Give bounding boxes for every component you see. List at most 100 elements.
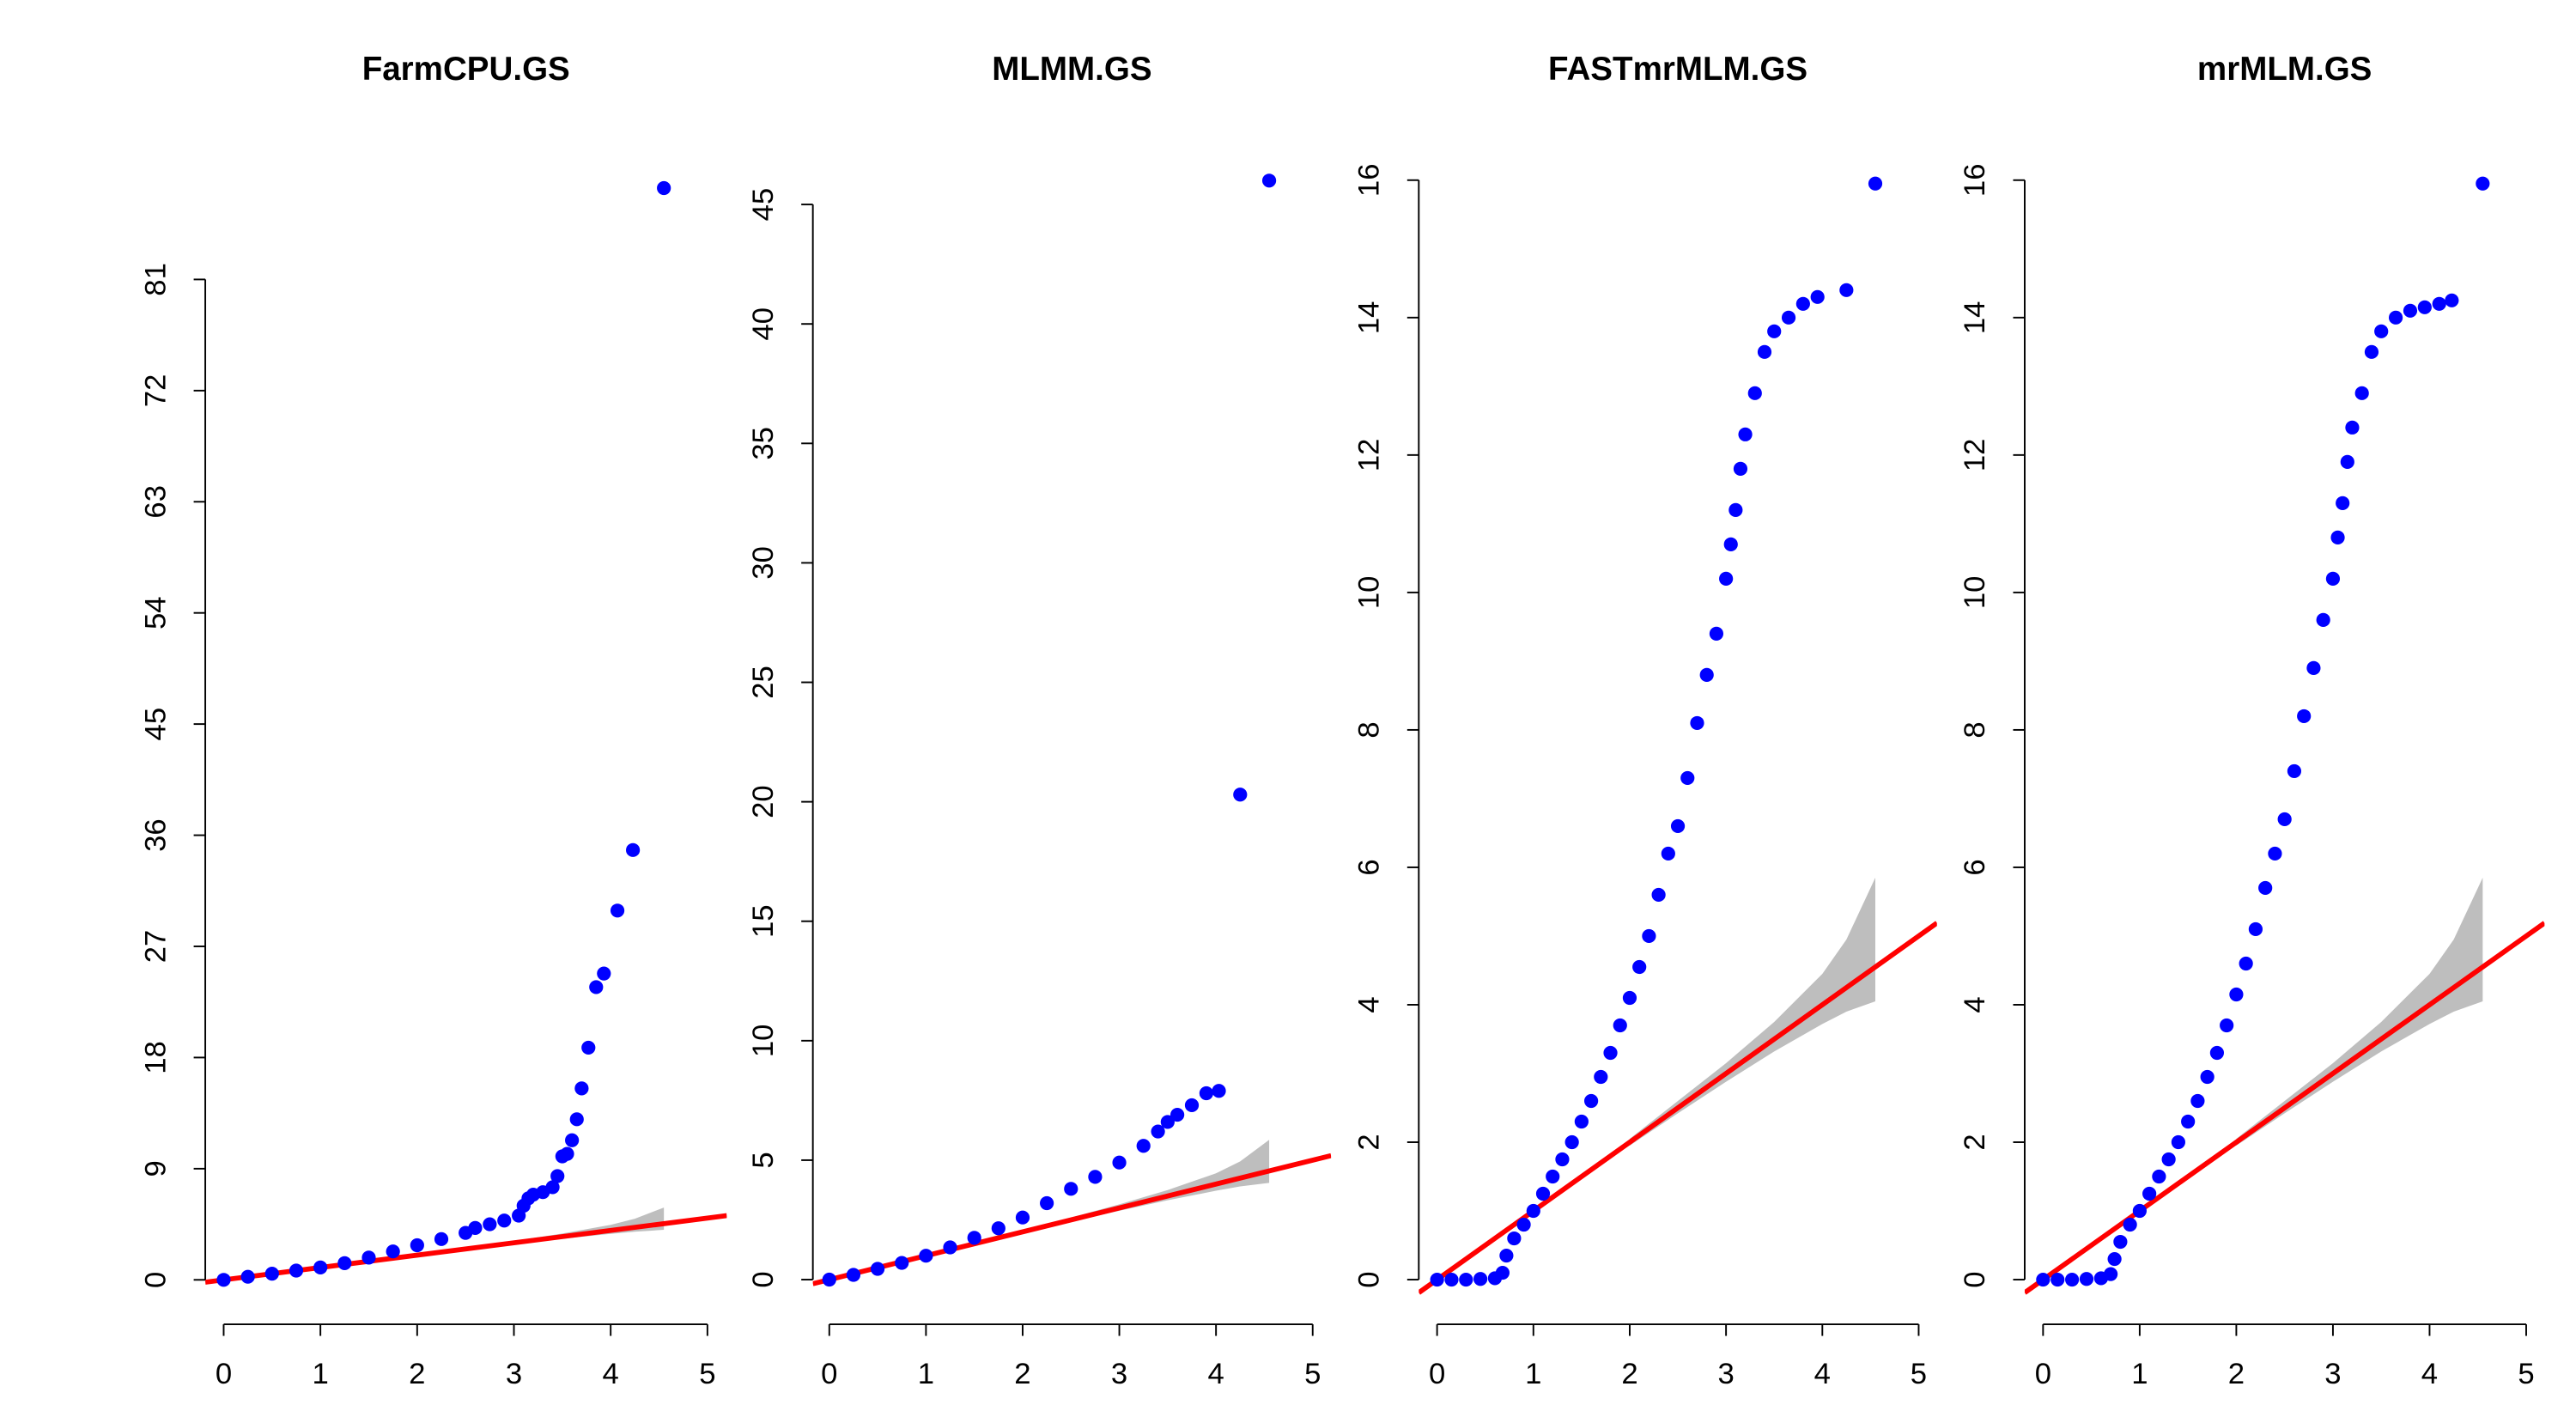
- x-tick-label: 2: [2228, 1358, 2245, 1390]
- data-point: [289, 1263, 304, 1278]
- data-point: [2345, 420, 2360, 435]
- data-point: [1136, 1139, 1151, 1153]
- x-tick-label: 5: [2518, 1358, 2534, 1390]
- data-point: [1459, 1272, 1473, 1287]
- data-point: [264, 1266, 279, 1281]
- data-point: [589, 980, 604, 994]
- x-tick-label: 3: [1717, 1358, 1734, 1390]
- data-point: [2123, 1217, 2137, 1232]
- data-point: [361, 1250, 376, 1265]
- data-point: [2297, 708, 2312, 724]
- data-point: [895, 1256, 909, 1270]
- data-point: [2132, 1203, 2147, 1219]
- data-point: [2161, 1152, 2176, 1167]
- data-point: [1507, 1231, 1522, 1246]
- y-tick-label: 6: [1353, 859, 1386, 875]
- data-point: [2277, 812, 2292, 827]
- data-point: [2200, 1069, 2215, 1085]
- data-point: [2388, 310, 2403, 325]
- data-point: [1160, 1115, 1175, 1129]
- data-point: [2113, 1234, 2128, 1250]
- data-point: [2079, 1272, 2094, 1286]
- data-point: [1738, 427, 1753, 441]
- x-tick-label: 1: [313, 1358, 329, 1390]
- data-point: [1709, 626, 1724, 641]
- data-point: [216, 1273, 231, 1287]
- data-point: [2445, 293, 2459, 307]
- data-point: [1170, 1107, 1185, 1122]
- y-tick-label: 12: [1353, 439, 1386, 472]
- y-tick-label: 45: [747, 188, 780, 222]
- x-tick-label: 0: [821, 1358, 837, 1390]
- y-tick-label: 54: [139, 596, 172, 629]
- data-point: [497, 1213, 512, 1228]
- panel-title: mrMLM.GS: [2197, 51, 2372, 88]
- data-point: [2336, 496, 2350, 510]
- data-point: [2190, 1093, 2205, 1109]
- data-point: [2364, 344, 2379, 359]
- data-point: [919, 1249, 933, 1263]
- data-point: [2107, 1251, 2122, 1267]
- plot-area: [2024, 176, 2545, 1295]
- x-tick-label: 3: [506, 1358, 522, 1390]
- data-point: [2374, 324, 2389, 338]
- data-point: [1184, 1098, 1200, 1113]
- data-point: [2258, 880, 2273, 896]
- panel-title: MLMM.GS: [992, 51, 1151, 88]
- data-point: [560, 1146, 574, 1161]
- data-point: [1574, 1114, 1589, 1129]
- data-point: [1795, 296, 1810, 311]
- data-point: [2340, 454, 2354, 469]
- data-point: [1868, 176, 1883, 191]
- data-point: [2181, 1114, 2196, 1129]
- data-point: [1555, 1152, 1570, 1167]
- data-point: [1642, 928, 1656, 944]
- data-point: [626, 842, 641, 857]
- data-point: [2403, 303, 2418, 318]
- data-point: [2050, 1272, 2065, 1287]
- data-point: [2229, 987, 2244, 1002]
- x-tick-label: 5: [699, 1358, 715, 1390]
- data-point: [943, 1240, 957, 1255]
- reference-line: [2024, 921, 2545, 1295]
- data-point: [1088, 1170, 1103, 1184]
- data-point: [1661, 846, 1675, 861]
- data-point: [1699, 667, 1714, 682]
- data-point: [337, 1256, 352, 1270]
- y-tick-label: 2: [1353, 1134, 1386, 1150]
- data-point: [1064, 1182, 1078, 1196]
- x-tick-label: 4: [603, 1358, 619, 1390]
- data-point: [2316, 612, 2330, 627]
- data-point: [1603, 1045, 1618, 1061]
- y-tick-label: 72: [139, 374, 172, 408]
- x-tick-label: 4: [2421, 1358, 2438, 1390]
- y-tick-label: 0: [1959, 1271, 1991, 1287]
- data-point: [1199, 1086, 1213, 1101]
- y-tick-label: 10: [1353, 576, 1386, 610]
- data-point: [1526, 1203, 1540, 1219]
- data-point: [410, 1238, 424, 1253]
- data-point: [545, 1180, 560, 1195]
- y-tick-label: 10: [747, 1025, 780, 1058]
- data-point: [1564, 1134, 1579, 1150]
- data-point: [1495, 1265, 1510, 1280]
- data-point: [434, 1232, 449, 1246]
- data-point: [1430, 1272, 1444, 1287]
- y-tick-label: 81: [139, 263, 172, 296]
- data-point: [870, 1262, 885, 1276]
- data-point: [2171, 1134, 2185, 1150]
- y-tick-label: 40: [747, 307, 780, 341]
- x-tick-label: 5: [1304, 1358, 1321, 1390]
- data-point: [1613, 1018, 1627, 1033]
- x-tick-label: 5: [1911, 1358, 1927, 1390]
- y-tick-label: 8: [1353, 721, 1386, 738]
- data-point: [1261, 173, 1277, 188]
- y-tick-label: 27: [139, 930, 172, 964]
- data-point: [550, 1169, 565, 1183]
- x-tick-label: 0: [2035, 1358, 2051, 1390]
- y-tick-label: 0: [747, 1271, 780, 1287]
- reference-line: [1419, 921, 1937, 1295]
- data-point: [1733, 461, 1748, 476]
